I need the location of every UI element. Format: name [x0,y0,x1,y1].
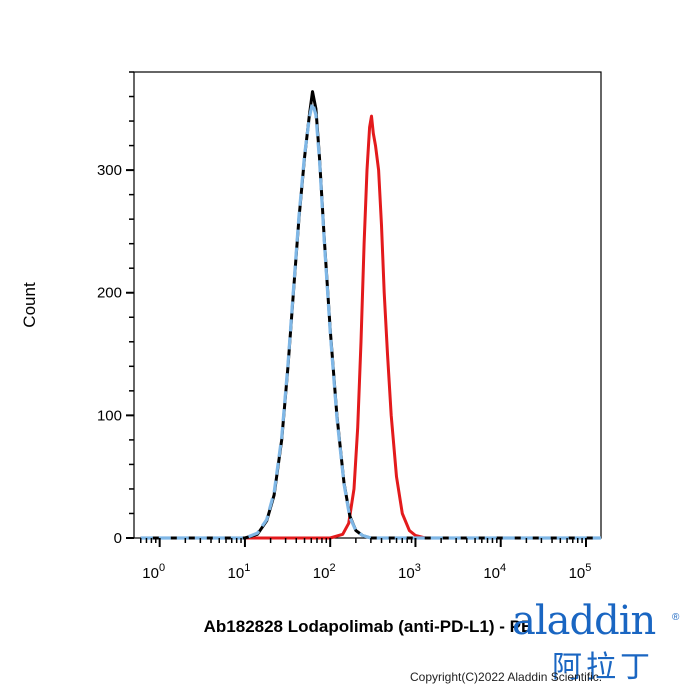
y-tick-label: 0 [114,530,122,547]
x-tick-label: 100 [142,562,165,582]
x-tick-label: 102 [313,562,336,582]
copyright-notice: Copyright(C)2022 Aladdin Scientific. [410,670,603,684]
series-line-2 [140,90,601,540]
x-tick-label: 103 [398,562,421,582]
series-layer [140,90,601,540]
x-axis-label: Ab182828 Lodapolimab (anti-PD-L1) - PE [204,617,533,636]
series-line-1 [140,114,601,540]
aladdin-logo: aladdin ® 阿拉丁 [512,598,682,685]
x-tick-label: 101 [228,562,251,582]
x-tick-label: 105 [569,562,592,582]
y-tick-label: 200 [97,285,122,302]
series-line-3 [140,101,601,540]
logo-registered-mark: ® [672,612,680,623]
y-tick-label: 100 [97,407,122,424]
axis-layer: 100 101 102 103 104 105 0 100 200 300 [97,71,592,582]
y-tick-label: 300 [97,162,122,179]
logo-wordmark: aladdin [512,598,656,644]
logo-chinese-name: 阿拉丁 [552,650,654,685]
x-tick-label: 104 [483,562,506,582]
y-axis-label: Count [20,282,39,328]
